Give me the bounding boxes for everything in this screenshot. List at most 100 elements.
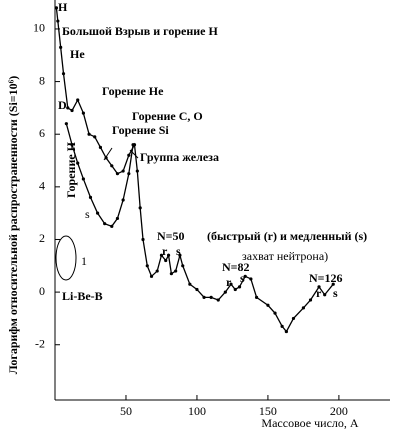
annotation: Большой Взрыв и горение H [62, 24, 218, 38]
point [56, 19, 60, 23]
point [115, 216, 120, 221]
point [166, 253, 171, 257]
point [202, 295, 206, 299]
point [308, 298, 313, 302]
point [61, 72, 66, 76]
point [188, 282, 192, 286]
curve [65, 123, 134, 228]
point [317, 285, 321, 289]
point [95, 211, 100, 215]
point [323, 293, 327, 297]
annotation: Горение Si [112, 123, 169, 137]
point [266, 303, 270, 307]
point [104, 156, 108, 160]
annotation: r [316, 286, 322, 300]
point [76, 98, 80, 102]
y-tick-label: -2 [35, 336, 45, 350]
annotation: s [240, 271, 245, 285]
point [169, 272, 173, 276]
annotation: D [58, 98, 67, 112]
point [121, 198, 125, 202]
li-be-b-outline [55, 235, 77, 281]
y-tick-label: 10 [33, 21, 45, 35]
point [233, 287, 237, 292]
point [131, 143, 135, 147]
point [145, 264, 149, 268]
point [216, 298, 220, 302]
y-tick-label: 8 [39, 73, 45, 87]
point [98, 145, 103, 149]
point [291, 316, 296, 321]
annotation: N=126 [309, 271, 343, 285]
point [164, 258, 168, 263]
point [70, 143, 74, 147]
annotation: r [226, 275, 232, 289]
annotation: Горение He [102, 84, 164, 98]
point [66, 106, 70, 110]
y-tick-label: 0 [39, 284, 45, 298]
point [135, 169, 139, 173]
point [301, 306, 306, 310]
annotation: N=82 [222, 260, 250, 274]
annotation: 1 [81, 254, 87, 268]
annotation: He [70, 47, 85, 61]
y-tick-label: 6 [39, 126, 45, 140]
y-axis-label: Логарифм относительной распространенност… [6, 76, 20, 374]
point [88, 195, 93, 199]
point [76, 161, 80, 165]
point [229, 282, 233, 286]
point [93, 135, 97, 139]
point [209, 295, 213, 299]
point [249, 277, 253, 281]
point [121, 169, 125, 173]
point [110, 164, 114, 168]
point [110, 224, 114, 228]
point [243, 274, 247, 278]
point [273, 311, 277, 315]
point [237, 285, 242, 289]
annotation: r [162, 244, 168, 258]
point [254, 295, 259, 299]
curve [55, 7, 334, 333]
point [159, 253, 164, 257]
point [115, 172, 120, 176]
point [331, 282, 335, 286]
point [81, 177, 85, 181]
point [127, 172, 131, 176]
point [141, 237, 145, 242]
point [195, 287, 199, 292]
point [284, 329, 288, 334]
annotation: Горение C, O [132, 109, 203, 123]
point [59, 45, 63, 49]
point [103, 222, 107, 226]
annotation: s [176, 244, 181, 258]
annotation: (быстрый (r) и медленный (s) [207, 229, 367, 243]
point [127, 153, 131, 157]
point [81, 111, 85, 115]
point [181, 264, 185, 268]
x-tick-label: 200 [330, 404, 348, 418]
point [155, 269, 159, 273]
point [64, 122, 68, 126]
y-tick-label: 4 [39, 179, 45, 193]
annotation: Горение H [64, 141, 78, 198]
point [70, 108, 74, 113]
x-axis-label: Массовое число, А [261, 416, 358, 430]
annotation: Группа железа [140, 150, 219, 164]
annotation: N=50 [157, 229, 185, 243]
point [223, 290, 227, 294]
annotation: H [58, 0, 68, 14]
annotation: s [85, 207, 90, 221]
annotation: захват нейтрона) [242, 249, 328, 263]
x-tick-label: 50 [120, 404, 132, 418]
annotation: Li-Be-B [62, 289, 103, 303]
point [138, 206, 142, 210]
point [149, 274, 154, 278]
annotation: s [333, 286, 338, 300]
point [174, 269, 178, 273]
point [54, 6, 59, 10]
point [178, 253, 182, 257]
y-tick-label: 2 [39, 231, 45, 245]
point [87, 132, 91, 136]
